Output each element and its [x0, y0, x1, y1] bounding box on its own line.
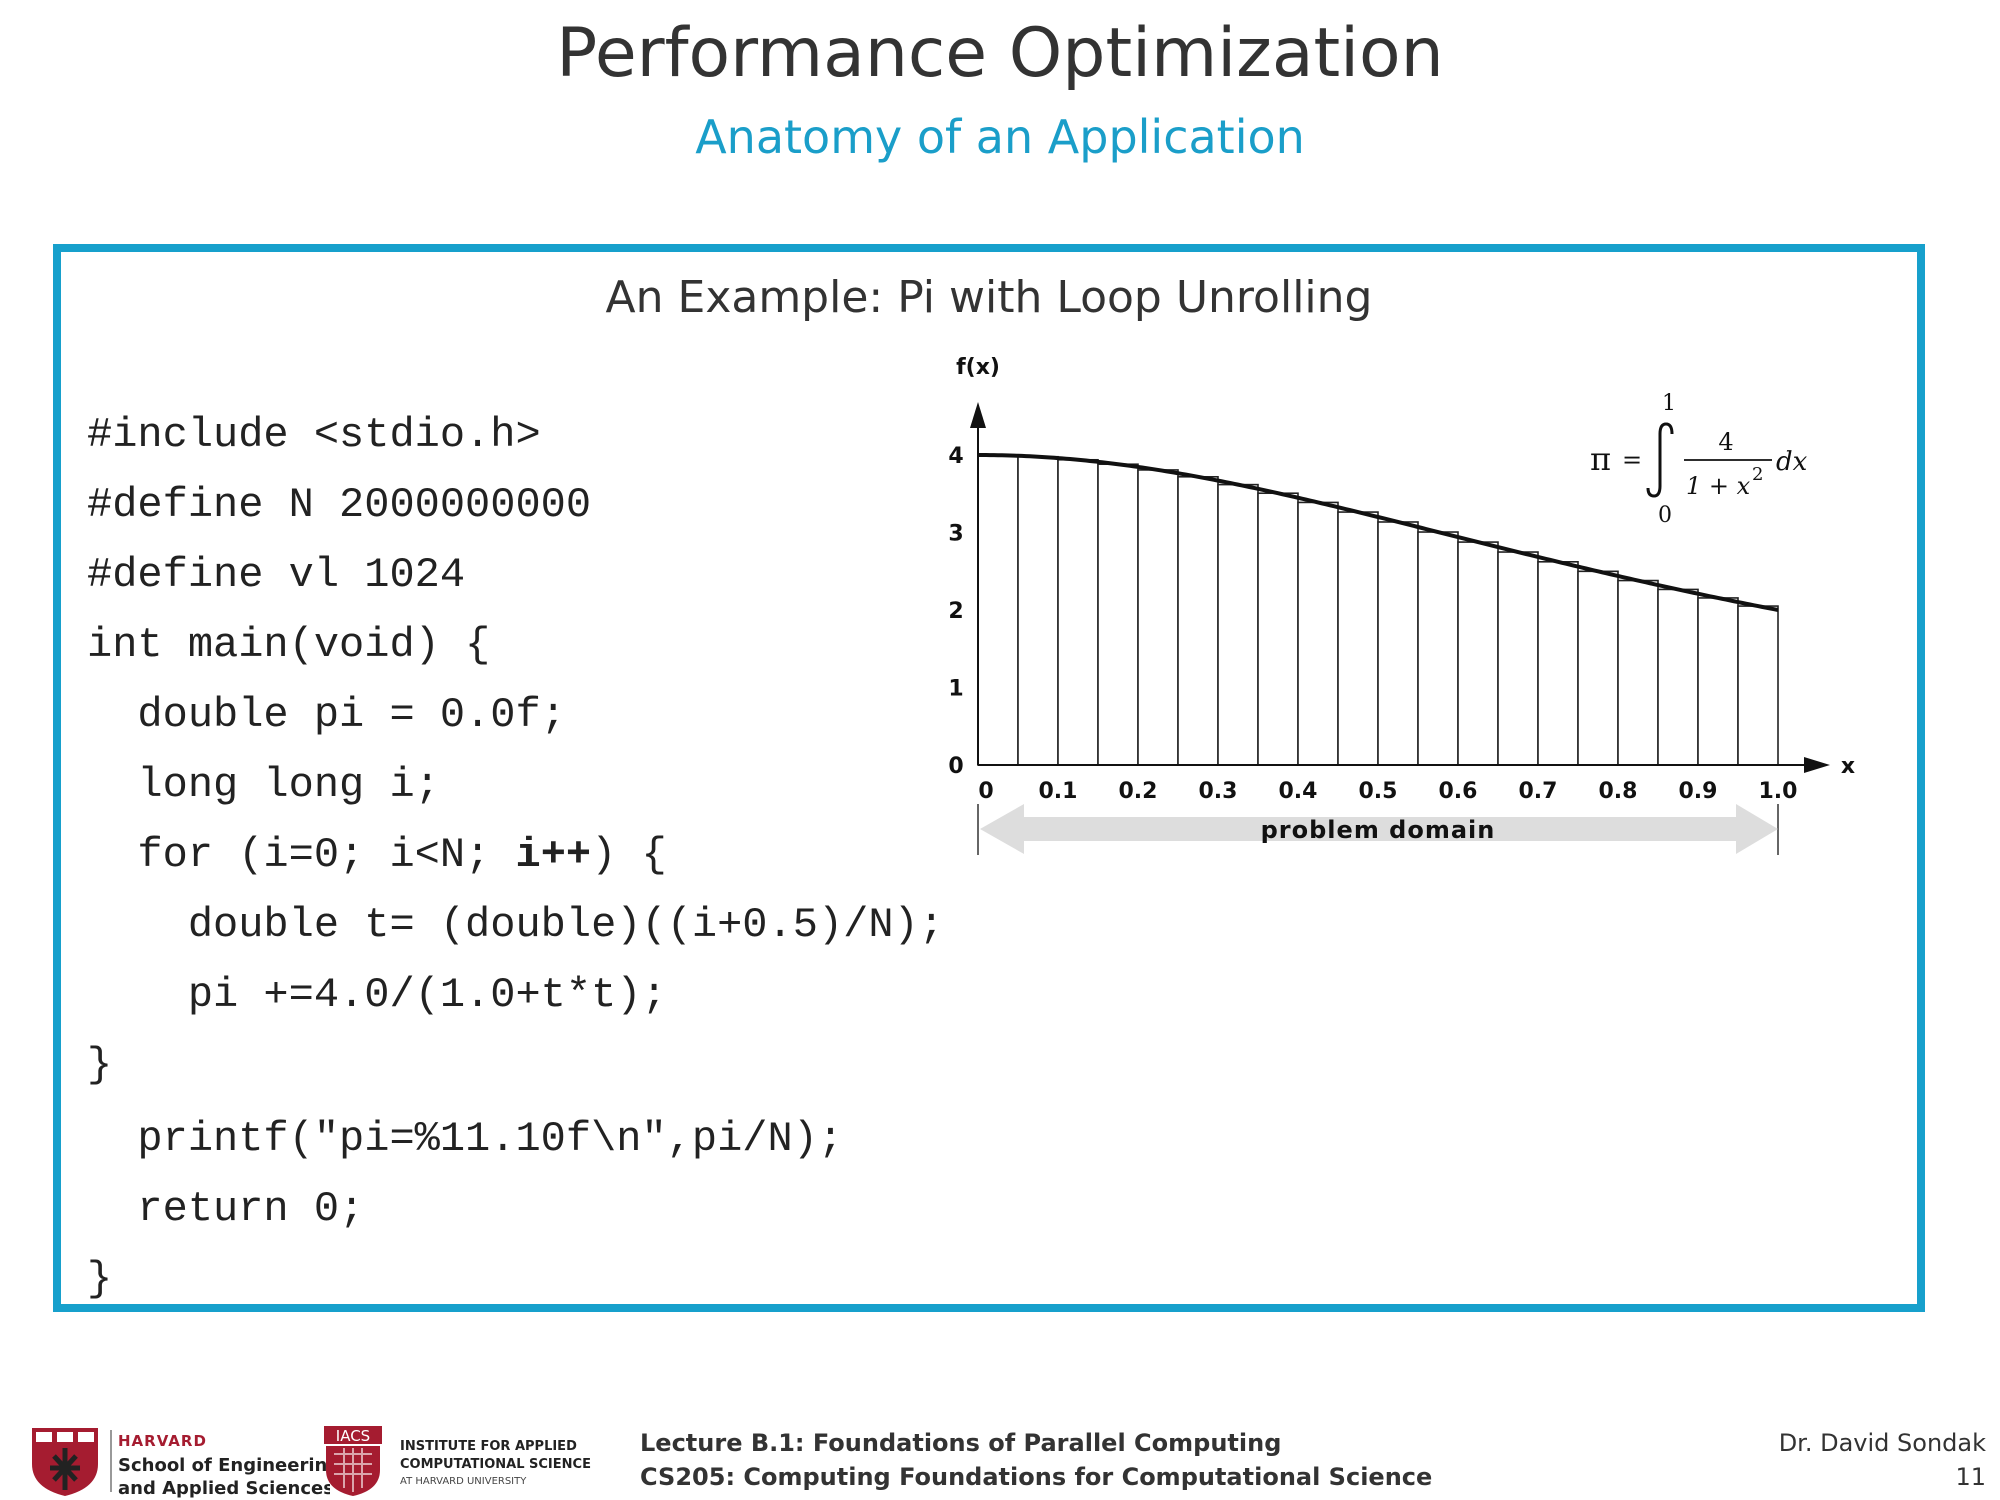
code-line: int main(void) {	[87, 621, 491, 669]
slide-subtitle: Anatomy of an Application	[695, 110, 1305, 164]
formula-numerator: 4	[1718, 428, 1733, 456]
iacs-line-1: INSTITUTE FOR APPLIED	[400, 1439, 577, 1454]
chart-bar	[977, 454, 1019, 766]
code-text: for (i=0; i<N;	[87, 831, 516, 879]
chart-bar	[1737, 605, 1779, 766]
code-line: double t= (double)((i+0.5)/N);	[87, 901, 944, 949]
chart-bar	[1297, 501, 1339, 766]
code-line: long long i;	[87, 761, 440, 809]
formula-dx: dx	[1776, 447, 1808, 477]
chart-bar	[1257, 492, 1299, 766]
shield-book-icon	[36, 1432, 52, 1442]
x-tick-label: 0.4	[1279, 779, 1318, 804]
seas-line-1: School of Engineering	[118, 1455, 330, 1476]
formula-denominator: 1 + x	[1686, 472, 1751, 500]
author-info: Dr. David Sondak 11	[1779, 1426, 1986, 1494]
code-line: #include <stdio.h>	[87, 411, 541, 459]
pi-integral-chart: f(x) x 0 1 2 3 4 0 0.1 0.2 0.3 0.4 0.5 0.6 0.7 0.8 0.9 1.…	[948, 355, 1855, 855]
seas-line-2: and Applied Sciences	[118, 1478, 330, 1498]
code-line: pi +=4.0/(1.0+t*t);	[87, 971, 667, 1019]
code-line: }	[87, 1255, 113, 1303]
harvard-seas-logo: HARVARD School of Engineering and Applie…	[32, 1428, 330, 1498]
example-frame: An Example: Pi with Loop Unrolling #incl…	[53, 244, 1925, 1312]
domain-label: problem domain	[1261, 816, 1496, 844]
code-line: for (i=0; i<N; i++) {	[87, 820, 944, 890]
course-title: CS205: Computing Foundations for Computa…	[640, 1463, 1433, 1491]
shield-book-icon	[78, 1432, 94, 1442]
iacs-logo: IACS INSTITUTE FOR APPLIED COMPUTATIONAL…	[324, 1426, 591, 1496]
chart-bar	[1497, 551, 1539, 766]
code-bold-increment: i++	[515, 831, 592, 879]
chart-bar	[1097, 463, 1139, 766]
harvard-wordmark: HARVARD	[118, 1432, 207, 1450]
y-tick-label: 3	[948, 522, 963, 547]
author-name: Dr. David Sondak	[1778, 1429, 1986, 1457]
x-tick-label: 0.6	[1439, 779, 1478, 804]
chart-bar	[1417, 531, 1459, 766]
chart-bar	[1697, 597, 1739, 766]
formula-exponent: 2	[1752, 464, 1763, 485]
domain-double-arrow-icon	[980, 804, 1778, 854]
iacs-line-2: COMPUTATIONAL SCIENCE	[400, 1457, 591, 1472]
integral-sign-icon	[1646, 422, 1674, 498]
x-axis-arrow-icon	[1804, 757, 1830, 773]
chart-bar	[1537, 561, 1579, 766]
integral-upper-limit: 1	[1662, 391, 1676, 416]
chart-bar	[1177, 475, 1219, 766]
chart-bar	[1377, 521, 1419, 766]
y-axis-arrow-icon	[970, 402, 986, 428]
code-line: }	[87, 1041, 113, 1089]
shield-book-icon	[57, 1432, 73, 1442]
integral-lower-limit: 0	[1658, 503, 1672, 528]
chart-bar	[1617, 579, 1659, 766]
chart-bar	[1457, 541, 1499, 766]
curve-series	[977, 453, 1779, 612]
y-axis-label: f(x)	[956, 355, 1000, 380]
chart-bar	[1017, 455, 1059, 766]
x-tick-label: 0.9	[1679, 779, 1718, 804]
example-title: An Example: Pi with Loop Unrolling	[605, 272, 1373, 323]
chart-bar	[1057, 458, 1099, 766]
code-line: return 0;	[87, 1185, 365, 1233]
iacs-abbreviation: IACS	[336, 1427, 370, 1445]
formula-pi: π	[1590, 440, 1611, 478]
page-number: 11	[1955, 1463, 1986, 1491]
code-block: #include <stdio.h> #define N 2000000000 #d…	[87, 400, 944, 1314]
y-tick-label: 1	[948, 677, 963, 702]
formula-equals: =	[1622, 446, 1642, 474]
code-line: printf("pi=%11.10f\n",pi/N);	[87, 1115, 844, 1163]
code-line: double pi = 0.0f;	[87, 691, 566, 739]
x-tick-label: 0.3	[1199, 779, 1238, 804]
y-tick-label: 4	[948, 444, 963, 469]
x-axis-label: x	[1841, 754, 1855, 779]
chart-bar	[1577, 570, 1619, 766]
chart-bar	[1137, 469, 1179, 766]
chart-bar	[1217, 483, 1259, 766]
x-tick-label: 1.0	[1759, 779, 1798, 804]
code-line: #define N 2000000000	[87, 481, 592, 529]
iacs-line-3: AT HARVARD UNIVERSITY	[400, 1476, 527, 1487]
x-tick-label: 0.1	[1039, 779, 1078, 804]
code-text: ) {	[591, 831, 667, 879]
x-tick-label: 0.8	[1599, 779, 1638, 804]
slide-title: Performance Optimization	[556, 14, 1444, 93]
lecture-info: Lecture B.1: Foundations of Parallel Com…	[640, 1426, 1432, 1494]
lecture-title: Lecture B.1: Foundations of Parallel Com…	[640, 1429, 1282, 1457]
x-tick-label: 0.2	[1119, 779, 1158, 804]
y-tick-label: 0	[948, 754, 963, 779]
code-line: #define vl 1024	[87, 551, 466, 599]
x-tick-label: 0.7	[1519, 779, 1558, 804]
x-tick-label: 0	[978, 779, 993, 804]
x-tick-label: 0.5	[1359, 779, 1398, 804]
chart-bar	[1337, 511, 1379, 766]
chart-bar	[1657, 588, 1699, 766]
y-tick-label: 2	[948, 599, 963, 624]
